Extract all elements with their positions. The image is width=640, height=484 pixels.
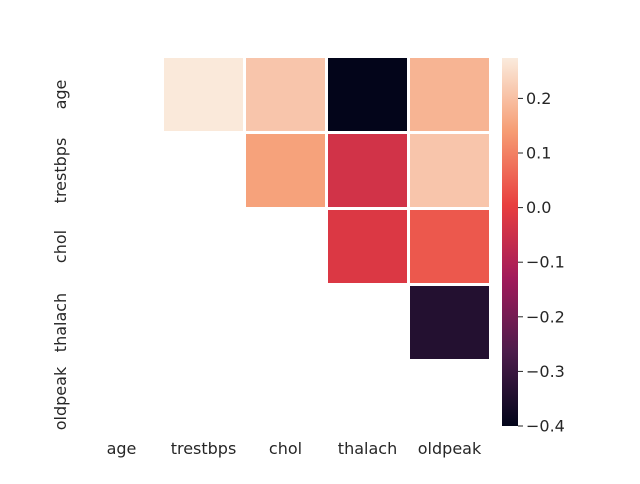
y-tick-label: thalach <box>51 293 70 352</box>
heatmap-cell-trestbps-oldpeak <box>410 134 489 207</box>
heatmap-cells <box>164 58 489 359</box>
x-tick-label: age <box>107 439 137 458</box>
colorbar-tick-label: −0.3 <box>526 362 565 381</box>
colorbar-tick-label: −0.1 <box>526 253 565 272</box>
y-tick-label: age <box>51 80 70 110</box>
heatmap-cell-age-oldpeak <box>410 58 489 131</box>
colorbar-tick-label: 0.1 <box>526 144 551 163</box>
colorbar-tick-label: 0.2 <box>526 89 551 108</box>
x-tick-label: thalach <box>338 439 397 458</box>
colorbar-tick-label: −0.4 <box>526 417 565 436</box>
heatmap-cell-chol-thalach <box>328 210 407 283</box>
x-tick-label: trestbps <box>171 439 237 458</box>
x-tick-label: chol <box>269 439 302 458</box>
colorbar-tick-label: −0.2 <box>526 307 565 326</box>
colorbar-tick-label: 0.0 <box>526 198 551 217</box>
y-tick-label: chol <box>51 230 70 263</box>
colorbar-gradient-bar <box>502 58 518 426</box>
heatmap-cell-trestbps-chol <box>246 134 325 207</box>
y-tick-label: trestbps <box>51 138 70 204</box>
y-tick-labels: age trestbps chol thalach oldpeak <box>51 80 70 431</box>
x-tick-labels: age trestbps chol thalach oldpeak <box>107 439 482 458</box>
heatmap-cell-age-trestbps <box>164 58 243 131</box>
heatmap-cell-trestbps-thalach <box>328 134 407 207</box>
y-tick-label: oldpeak <box>51 366 70 430</box>
heatmap-cell-age-chol <box>246 58 325 131</box>
heatmap-cell-thalach-oldpeak <box>410 286 489 359</box>
heatmap-cell-chol-oldpeak <box>410 210 489 283</box>
heatmap-cell-age-thalach <box>328 58 407 131</box>
x-tick-label: oldpeak <box>418 439 482 458</box>
colorbar: 0.2 0.1 0.0 −0.1 −0.2 −0.3 −0.4 <box>502 58 565 436</box>
